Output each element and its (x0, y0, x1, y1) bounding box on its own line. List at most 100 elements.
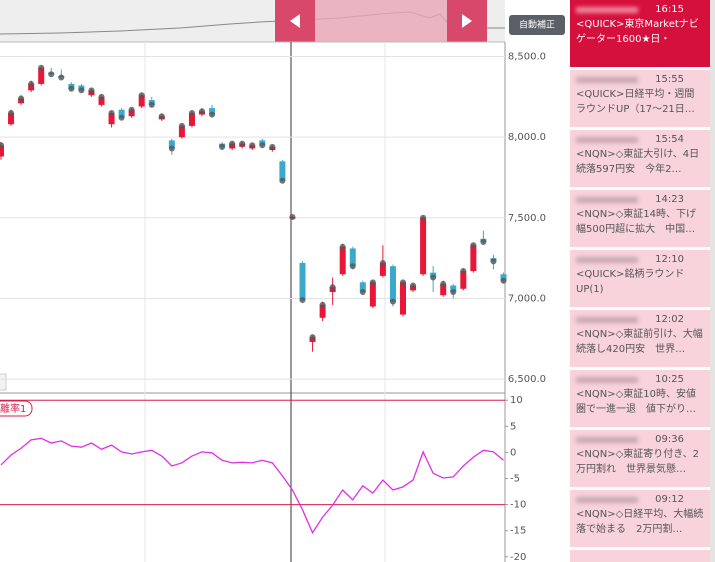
news-time: 09:36 (655, 434, 684, 445)
candle-body (420, 217, 427, 275)
blurred-date (576, 197, 638, 203)
y-tick-label: -5 (510, 474, 520, 485)
close-dot (0, 142, 4, 149)
news-time: 15:55 (655, 74, 684, 85)
candle-body (339, 246, 346, 275)
close-dot (229, 140, 236, 147)
close-dot (18, 95, 25, 102)
news-item[interactable]: 12:10 <QUICK>銘柄ラウンドUP(1) (570, 250, 710, 310)
close-dot (470, 242, 477, 249)
news-headline: <NQN>◇東証寄り付き、2万円割れ 世界景気懸… (576, 449, 699, 475)
arrow-right (462, 14, 472, 28)
y-tick-label: 5 (510, 421, 516, 432)
y-tick-label: -10 (510, 500, 526, 511)
close-dot (78, 87, 85, 94)
legend-label: 離率1 (0, 402, 26, 415)
candle-body (38, 67, 45, 84)
candle-body (279, 161, 286, 181)
arrow-left (290, 14, 300, 28)
close-dot (68, 85, 75, 92)
candle-body (118, 109, 125, 118)
close-dot (148, 101, 155, 108)
chart: 自動補正 離率1 6,500.0 7,000.0 7,500.0 8,000.0 8,5… (0, 0, 565, 562)
candle-body (138, 95, 145, 107)
y-tick-label: 8,000.0 (508, 132, 546, 143)
news-headline: <NQN>◇東証10時、安値圏で一進一退 値下がり… (576, 389, 697, 415)
news-item[interactable]: 12:02 <NQN>◇東証前引け、大幅続落し420円安 世界… (570, 310, 710, 370)
candle-body (369, 282, 376, 307)
news-item[interactable]: 15:55 <QUICK>日経平均・週間ラウンドUP（17～21日… (570, 70, 710, 130)
scrollbar[interactable] (710, 0, 715, 562)
button-label: 自動補正 (519, 19, 555, 31)
candle-body (168, 140, 175, 149)
small-handle[interactable] (0, 373, 7, 391)
candle-body (128, 109, 135, 117)
candle-body (379, 262, 386, 276)
close-dot (460, 268, 467, 275)
y-tick-label: 6,500.0 (508, 374, 546, 385)
close-dot (299, 297, 306, 304)
news-item[interactable]: 16:15 <QUICK>東京Marketナビゲーター1600★日・ (570, 0, 710, 70)
news-headline: <QUICK>銘柄ラウンドUP(1) (576, 269, 685, 295)
close-dot (389, 298, 396, 305)
close-dot (158, 113, 165, 120)
blurred-date (576, 137, 638, 143)
news-time: 12:02 (655, 314, 684, 325)
close-dot (138, 92, 145, 99)
candle-body (108, 112, 115, 125)
news-headline: <NQN>◇東証14時、下げ幅500円超に拡大 中国… (576, 209, 697, 235)
close-dot (58, 74, 65, 81)
news-item[interactable]: 15:54 <NQN>◇東証大引け、4日続落597円安 今年2… (570, 130, 710, 190)
close-dot (480, 239, 487, 245)
close-dot (490, 258, 497, 265)
news-time: 14:23 (655, 194, 684, 205)
news-time: 10:25 (655, 374, 684, 385)
candle-body (8, 112, 15, 125)
news-date: 15:54 (576, 132, 704, 147)
news-item[interactable]: 14:23 <NQN>◇東証14時、下げ幅500円超に拡大 中国… (570, 190, 710, 250)
news-item[interactable]: 10:25 <NQN>◇東証10時、安値圏で一進一退 値下がり… (570, 370, 710, 430)
close-dot (309, 334, 316, 341)
news-time: 12:10 (655, 254, 684, 265)
close-dot (219, 143, 226, 150)
candle-body (299, 262, 306, 301)
candle-body (389, 266, 396, 302)
candle-body (450, 285, 457, 292)
blurred-date (576, 317, 638, 323)
close-dot (410, 282, 417, 289)
news-headline: <QUICK>東京Marketナビゲーター1600★日・ (576, 19, 699, 45)
y-tick-label: -15 (510, 526, 526, 537)
close-dot (500, 277, 507, 284)
close-dot (28, 80, 35, 87)
candle-body (500, 274, 507, 281)
candle-body (349, 248, 356, 267)
news-headline: <NQN>◇日経平均、大幅続落で始まる 2万円割… (576, 509, 704, 535)
blurred-date (576, 77, 638, 83)
news-item[interactable]: 09:12 <NQN>◇日経平均、大幅続落で始まる 2万円割… (570, 490, 710, 550)
close-dot (269, 143, 276, 150)
news-date: 09:36 (576, 432, 704, 447)
news-date: 15:55 (576, 72, 704, 87)
close-dot (249, 142, 256, 149)
news-time: 09:12 (655, 494, 684, 505)
blurred-date (576, 257, 638, 263)
close-dot (400, 279, 406, 286)
close-dot (430, 274, 437, 281)
auto-adjust-button[interactable] (509, 15, 565, 35)
news-item[interactable]: 09:36 <NQN>◇東証寄り付き、2万円割れ 世界景気懸… (570, 430, 710, 490)
news-headline: <NQN>◇東証前引け、大幅続落し420円安 世界… (576, 329, 703, 355)
close-dot (38, 64, 45, 71)
news-date: 16:15 (576, 2, 704, 17)
close-dot (199, 108, 205, 115)
candle-body (28, 83, 35, 91)
candle-body (460, 271, 467, 289)
close-dot (440, 280, 447, 287)
candle-body (319, 304, 326, 318)
close-dot (128, 106, 135, 113)
y-tick-label: 10 (510, 395, 523, 406)
close-dot (289, 214, 296, 220)
blurred-date (576, 437, 638, 443)
close-dot (48, 71, 55, 78)
close-dot (209, 111, 216, 118)
